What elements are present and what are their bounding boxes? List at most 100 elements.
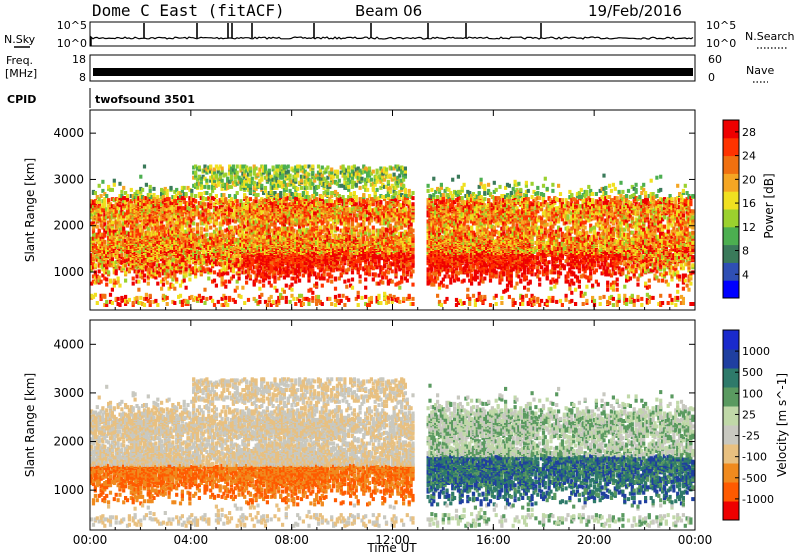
- power-cell: [124, 279, 127, 283]
- power-cell: [120, 253, 123, 257]
- power-cell: [196, 227, 199, 231]
- nave-tick-top: 60: [708, 53, 722, 66]
- noise-tick-top: 10^5: [57, 19, 87, 32]
- power-cell: [185, 192, 188, 196]
- power-heatmap-cells: [90, 165, 694, 308]
- power-cell: [149, 185, 152, 189]
- freq-tick-top: 18: [72, 53, 86, 66]
- nave-label: Nave: [746, 64, 774, 77]
- power-cell: [205, 179, 208, 183]
- power-cell: [166, 302, 169, 306]
- power-cell: [211, 299, 214, 303]
- power-cell: [94, 293, 97, 297]
- power-cell: [205, 297, 208, 301]
- power-cell: [207, 277, 210, 281]
- power-cell: [152, 187, 155, 191]
- power-cell: [98, 276, 101, 280]
- power-cell: [126, 194, 129, 198]
- power-cell: [185, 286, 188, 290]
- freq-tick-bottom: 8: [79, 71, 86, 84]
- power-cell: [175, 278, 178, 282]
- power-cell: [107, 198, 110, 202]
- power-cell: [143, 303, 146, 307]
- power-cell: [200, 192, 203, 196]
- power-cell: [107, 270, 110, 274]
- power-cell: [98, 229, 101, 233]
- power-cell: [113, 179, 116, 183]
- power-cell: [203, 202, 206, 206]
- radar-summary-figure: Dome C East (fitACF) Beam 06 19/Feb/2016…: [0, 0, 800, 554]
- power-cell: [156, 303, 159, 307]
- power-cell: [143, 165, 146, 169]
- power-cell: [207, 185, 210, 189]
- power-cell: [139, 175, 142, 179]
- noise-trace-line: [91, 37, 693, 39]
- power-cell: [137, 280, 140, 284]
- power-cell: [209, 205, 212, 209]
- power-cell: [173, 301, 176, 305]
- power-cell: [205, 233, 208, 237]
- power-cell: [120, 190, 123, 194]
- power-cell: [152, 193, 155, 197]
- power-cell: [100, 194, 103, 198]
- cpid-label: CPID: [7, 93, 36, 106]
- power-cell: [117, 297, 120, 301]
- power-cell: [103, 240, 106, 244]
- power-cell: [143, 279, 146, 283]
- power-cell: [202, 296, 205, 300]
- power-cell: [179, 294, 182, 298]
- power-cell: [156, 282, 159, 286]
- date-title: 19/Feb/2016: [588, 2, 682, 20]
- freq-trace: [93, 68, 693, 76]
- power-cell: [186, 300, 189, 304]
- noise-tick-bottom-right: 10^0: [706, 37, 736, 50]
- power-cell: [183, 186, 186, 190]
- power-cell: [149, 300, 152, 304]
- power-cell: [103, 294, 106, 298]
- power-cell: [205, 191, 208, 195]
- power-cell: [132, 277, 135, 281]
- nsearch-label: N.Search: [745, 30, 795, 43]
- power-cell: [173, 287, 176, 291]
- freq-panel: Freq. [MHz] 18 8 60 0 Nave: [5, 53, 774, 84]
- power-cell: [139, 296, 142, 300]
- power-cell: [192, 228, 195, 232]
- power-cell: [149, 189, 152, 193]
- noise-trace: [91, 23, 693, 46]
- power-cell: [196, 223, 199, 227]
- power-cell: [198, 294, 201, 298]
- power-cell: [209, 268, 212, 272]
- power-cell: [105, 194, 108, 198]
- power-cell: [149, 294, 152, 298]
- power-cell: [118, 182, 121, 186]
- power-cell: [122, 227, 125, 231]
- power-cell: [160, 287, 163, 291]
- power-cell: [203, 288, 206, 292]
- power-cell: [132, 282, 135, 286]
- power-cell: [105, 283, 108, 287]
- noise-tick-top-right: 10^5: [706, 19, 736, 32]
- freq-label: Freq.: [6, 54, 33, 67]
- power-cell: [188, 278, 191, 282]
- power-cell: [183, 279, 186, 283]
- power-cell: [205, 225, 208, 229]
- power-cell: [198, 166, 201, 170]
- power-cell: [147, 282, 150, 286]
- power-cell: [145, 293, 148, 297]
- power-cell: [132, 301, 135, 305]
- power-cell: [190, 193, 193, 197]
- power-cell: [118, 303, 121, 307]
- power-cell: [200, 231, 203, 235]
- power-cell: [111, 257, 114, 261]
- power-cell: [213, 279, 216, 283]
- power-cell: [105, 300, 108, 304]
- power-cell: [137, 288, 140, 292]
- freq-unit: [MHz]: [5, 67, 37, 80]
- power-cell: [100, 280, 103, 284]
- noise-label: N.Sky: [4, 33, 36, 46]
- power-cell: [192, 222, 195, 226]
- power-cell: [154, 299, 157, 303]
- power-cell: [135, 296, 138, 300]
- power-cell: [203, 185, 206, 189]
- power-cell: [113, 183, 116, 187]
